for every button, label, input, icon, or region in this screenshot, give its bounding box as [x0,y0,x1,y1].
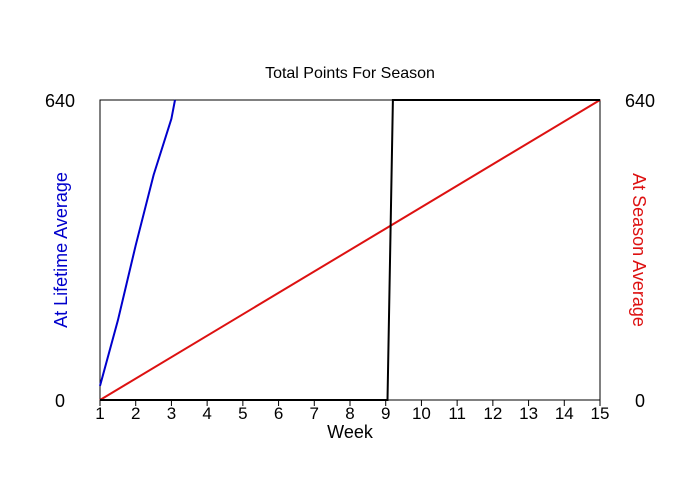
x-tick-label: 15 [591,404,610,423]
series-line-2 [99,99,601,401]
series-layer [99,99,601,401]
x-tick-label: 3 [167,404,176,423]
x-tick-label: 5 [238,404,247,423]
chart-title: Total Points For Season [265,65,435,82]
right-y-axis-label: At Season Average [629,173,649,327]
x-tick-label: 8 [345,404,354,423]
left-y-max-label: 640 [45,91,75,111]
x-tick-label: 10 [412,404,431,423]
x-tick-label: 2 [131,404,140,423]
right-y-max-label: 640 [625,91,655,111]
x-tick-label: 12 [483,404,502,423]
x-tick-label: 4 [202,404,211,423]
right-y-min-label: 0 [635,391,645,411]
x-axis-label: Week [327,422,374,442]
x-tick-label: 13 [519,404,538,423]
x-tick-label: 6 [274,404,283,423]
series-line-1 [99,99,176,387]
x-tick-label: 7 [310,404,319,423]
left-y-min-label: 0 [55,391,65,411]
x-tick-label: 1 [95,404,104,423]
x-axis-ticks: 1 2 3 4 5 6 7 8 9 10 11 12 13 14 15 [95,400,609,423]
left-y-axis-label: At Lifetime Average [51,172,71,328]
x-tick-label: 14 [555,404,574,423]
series-line-3 [100,99,600,401]
x-tick-label: 9 [381,404,390,423]
x-tick-label: 11 [448,404,466,423]
